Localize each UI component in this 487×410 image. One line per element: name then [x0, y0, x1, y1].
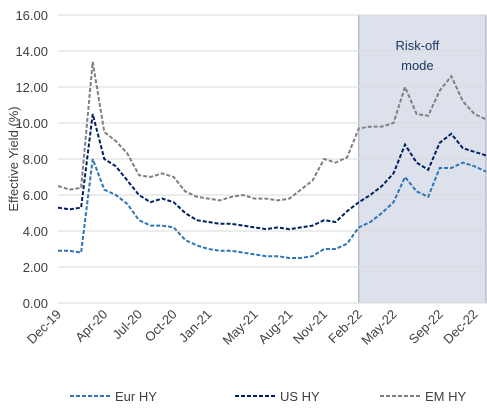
annotation: Risk-off [395, 38, 439, 53]
x-tick-label: May-21 [220, 307, 261, 348]
x-tick-label: Oct-20 [142, 307, 180, 345]
legend-label: US HY [280, 389, 320, 404]
y-tick-label: 6.00 [23, 188, 48, 203]
y-tick-label: 2.00 [23, 260, 48, 275]
y-tick-label: 0.00 [23, 296, 48, 311]
y-tick-label: 4.00 [23, 224, 48, 239]
x-tick-label: Apr-20 [72, 307, 110, 345]
series-line [57, 61, 487, 202]
legend-label: EM HY [425, 389, 467, 404]
x-tick-label: Aug-21 [255, 307, 295, 347]
x-tick-label: Sep-22 [406, 307, 446, 347]
annotation: mode [401, 58, 434, 73]
x-tick-label: May-22 [358, 307, 399, 348]
x-tick-label: Nov-21 [290, 307, 330, 347]
y-tick-label: 8.00 [23, 152, 48, 167]
y-tick-label: 10.00 [15, 116, 48, 131]
y-tick-label: 16.00 [15, 8, 48, 23]
y-axis-label: Effective Yield (%) [6, 106, 21, 211]
x-tick-label: Dec-22 [440, 307, 480, 347]
legend-label: Eur HY [115, 389, 157, 404]
x-tick-label: Jan-21 [176, 307, 215, 346]
x-tick-label: Feb-22 [325, 307, 365, 347]
x-tick-label: Jul-20 [109, 307, 145, 343]
y-tick-label: 12.00 [15, 80, 48, 95]
series-line [57, 113, 487, 231]
x-tick-label: Dec-19 [24, 307, 64, 347]
series-line [58, 158, 487, 259]
y-tick-label: 14.00 [15, 44, 48, 59]
